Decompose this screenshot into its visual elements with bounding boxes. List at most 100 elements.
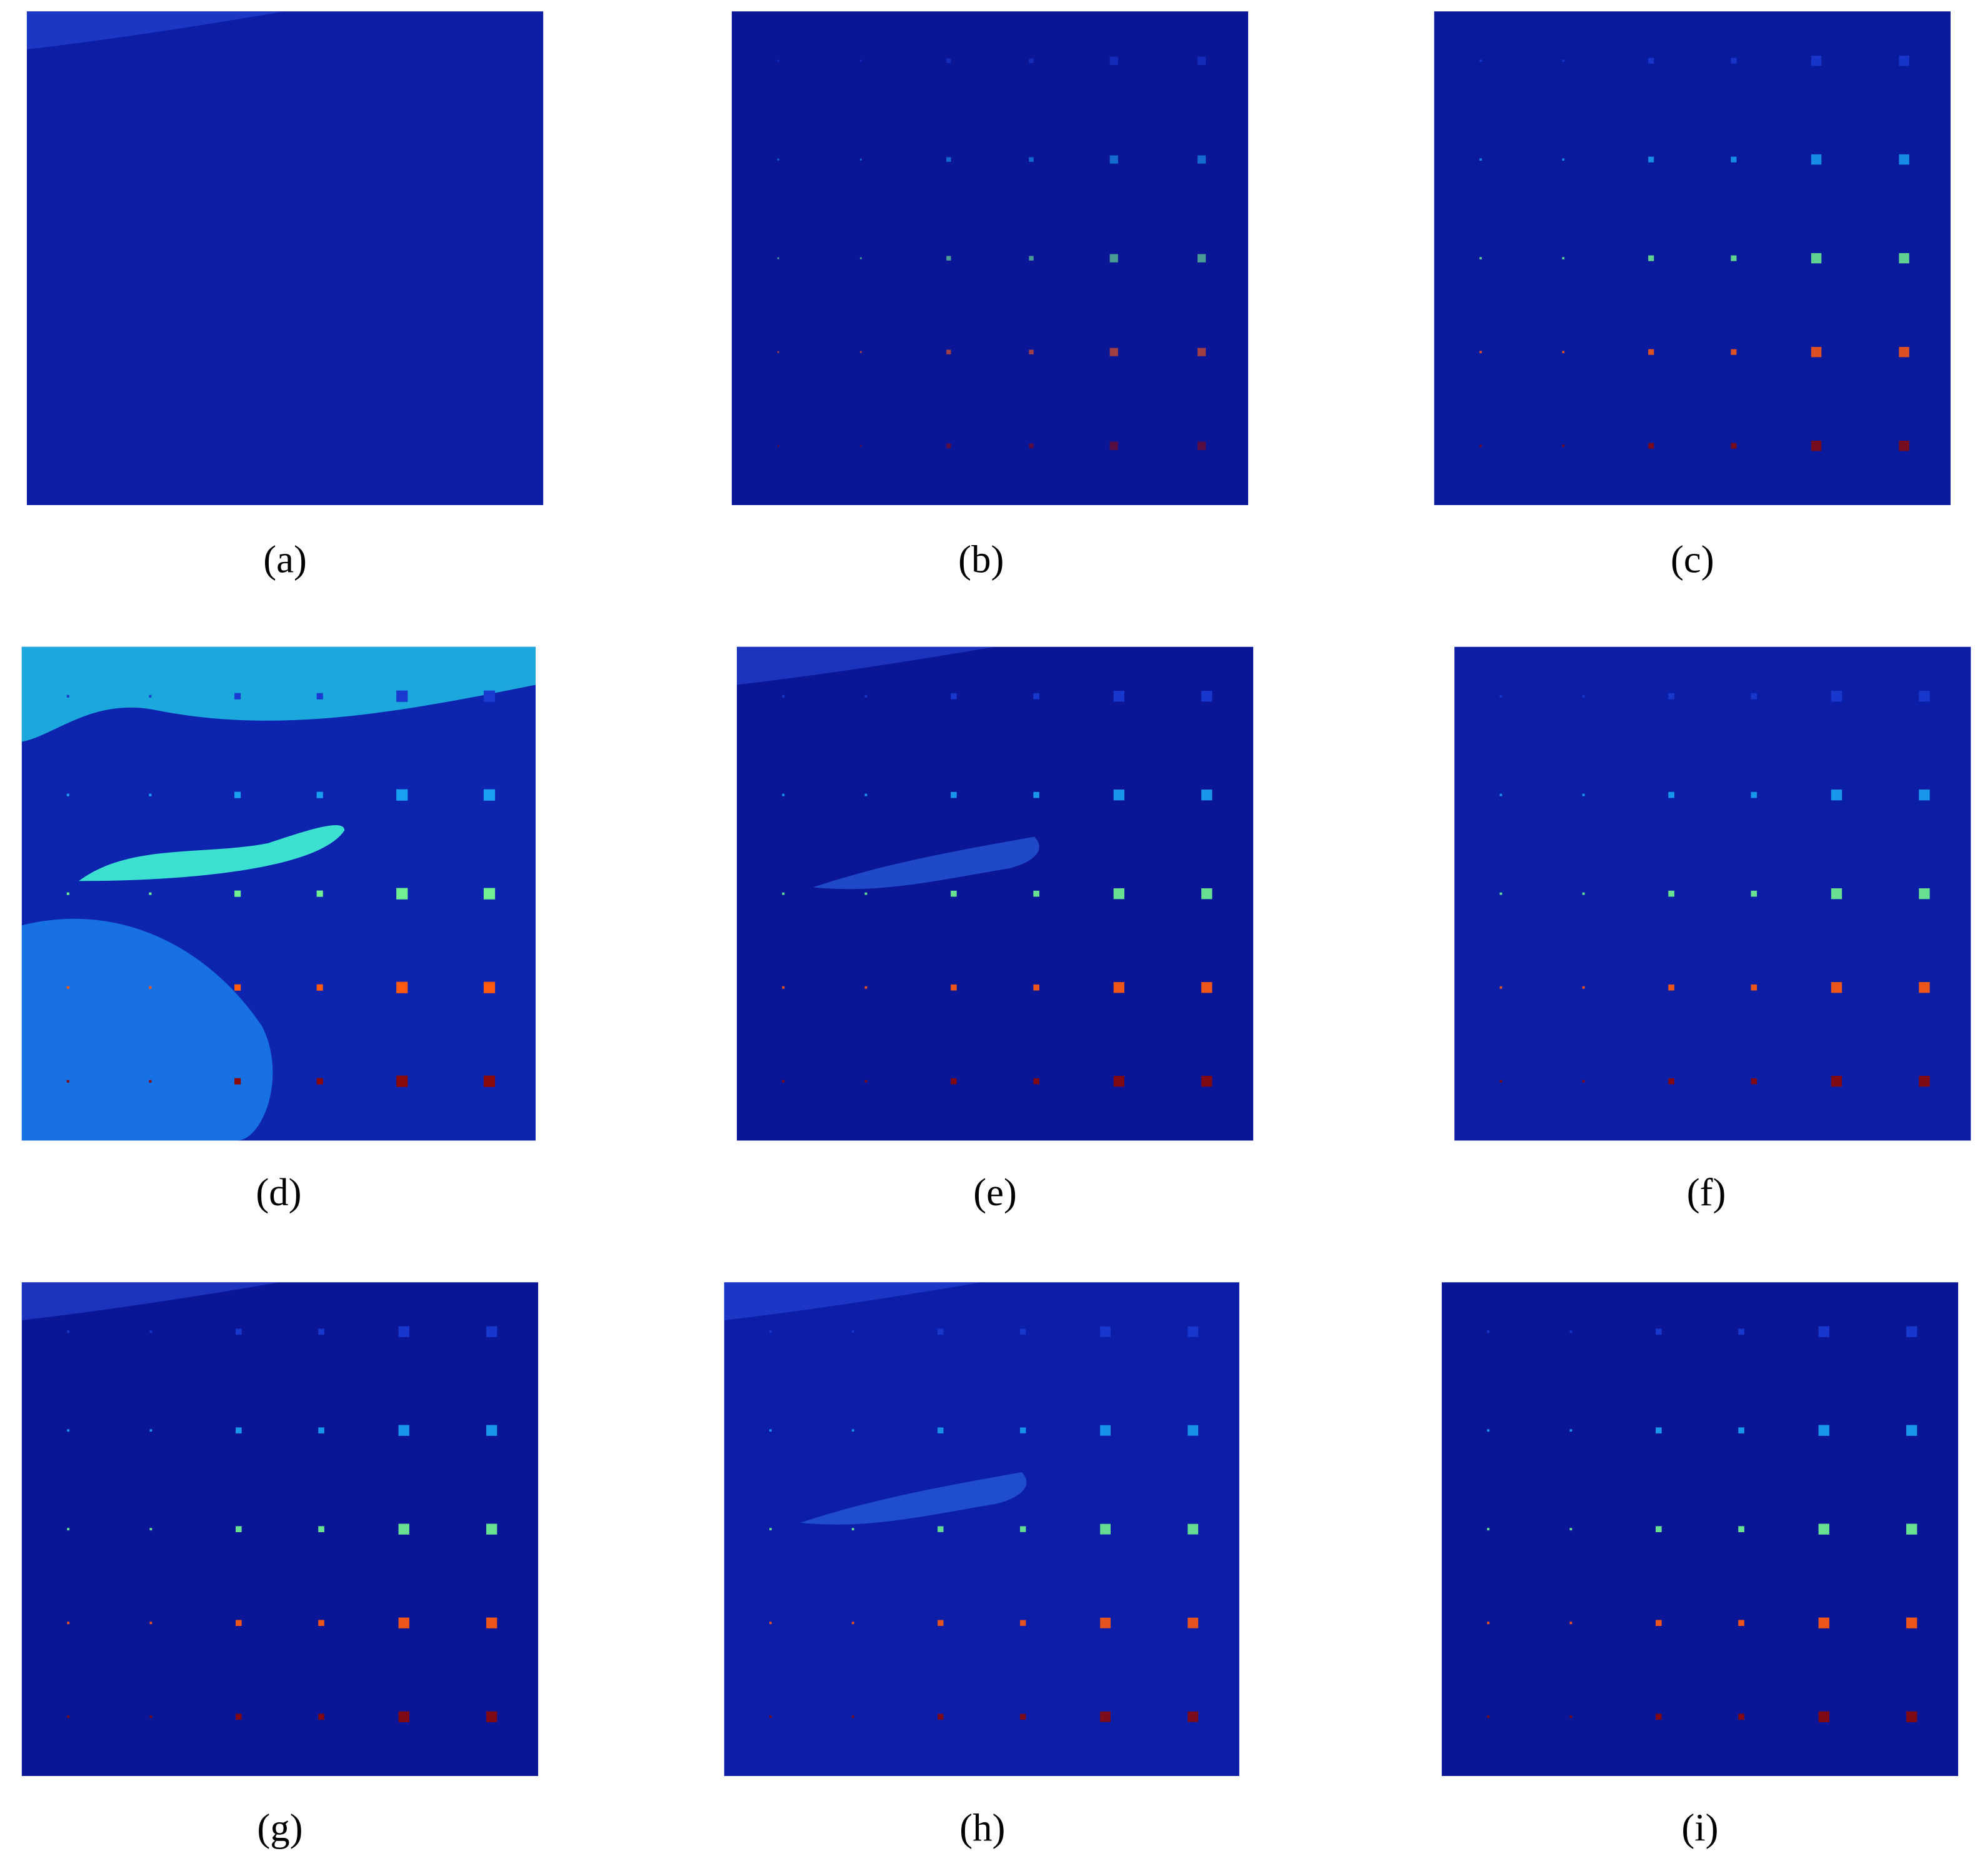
- target-dot: [851, 1330, 854, 1333]
- target-dot: [1033, 1078, 1039, 1085]
- target-dot: [486, 1425, 498, 1436]
- target-dot: [1569, 1429, 1572, 1432]
- target-dot: [1656, 1427, 1662, 1434]
- target-dot: [1487, 1622, 1490, 1625]
- target-dot: [777, 257, 779, 259]
- target-dot: [1831, 1076, 1842, 1087]
- target-dot: [1656, 1620, 1662, 1627]
- target-dot: [1738, 1526, 1744, 1532]
- region: [26, 11, 286, 49]
- target-dot: [1811, 440, 1822, 451]
- target-dot: [938, 1526, 944, 1532]
- target-dot: [851, 1528, 854, 1531]
- region: [21, 918, 273, 1141]
- target-dot: [483, 690, 496, 702]
- region: [21, 646, 536, 742]
- panel-image: [1434, 11, 1951, 505]
- target-dot: [1731, 443, 1737, 449]
- target-dot: [938, 1427, 944, 1433]
- target-dot: [946, 256, 951, 261]
- target-dot: [1818, 1326, 1829, 1337]
- target-dot: [1487, 1528, 1490, 1531]
- target-dot: [777, 158, 779, 161]
- target-dot: [234, 693, 241, 700]
- target-dot: [67, 1330, 70, 1333]
- target-dot: [951, 693, 957, 700]
- target-dot: [1201, 691, 1212, 702]
- target-dot: [782, 986, 785, 989]
- target-dot: [777, 444, 779, 447]
- panel: [26, 11, 544, 505]
- target-dot: [1562, 444, 1565, 448]
- target-dot: [396, 888, 408, 900]
- target-dot: [1029, 256, 1034, 261]
- target-dot: [1188, 1711, 1199, 1722]
- target-dot: [1899, 346, 1909, 358]
- target-dot: [1569, 1528, 1572, 1531]
- panel-label: (i): [1681, 1806, 1718, 1850]
- target-dot: [951, 984, 957, 991]
- target-dot: [236, 1620, 242, 1627]
- panel-image: [1441, 1282, 1959, 1777]
- target-dot: [1499, 695, 1502, 698]
- target-dot: [1113, 790, 1124, 801]
- target-dot: [1582, 892, 1585, 895]
- target-dot: [1020, 1526, 1026, 1532]
- target-dot: [1919, 1076, 1930, 1087]
- target-dot: [149, 892, 152, 895]
- target-dot: [1731, 255, 1737, 261]
- target-dot: [1818, 1617, 1829, 1628]
- target-dot: [1899, 440, 1909, 451]
- target-dot: [1198, 348, 1206, 356]
- target-dot: [1648, 349, 1654, 355]
- target-dot: [1906, 1523, 1918, 1535]
- target-dot: [1198, 56, 1206, 65]
- target-dot: [1648, 58, 1654, 64]
- panel-label: (c): [1671, 538, 1714, 581]
- region: [78, 825, 345, 881]
- target-dot: [1188, 1326, 1199, 1337]
- target-dot: [938, 1713, 944, 1720]
- target-dot: [316, 984, 323, 991]
- target-dot: [1562, 351, 1565, 353]
- panel-label: (h): [959, 1806, 1005, 1850]
- target-dot: [864, 892, 868, 895]
- panel-image: [731, 11, 1249, 505]
- target-dot: [1811, 55, 1822, 66]
- target-dot: [1811, 346, 1822, 358]
- target-dot: [1109, 155, 1118, 164]
- target-dot: [1499, 1080, 1502, 1083]
- target-dot: [1033, 984, 1039, 991]
- target-dot: [486, 1523, 498, 1535]
- target-dot: [1033, 890, 1039, 897]
- target-dot: [67, 1528, 70, 1531]
- target-dot: [859, 59, 862, 62]
- target-dot: [1100, 1425, 1111, 1436]
- target-dot: [782, 793, 785, 796]
- target-dot: [1751, 890, 1758, 897]
- target-dot: [234, 890, 241, 897]
- target-dot: [938, 1620, 944, 1626]
- panel: [1441, 1282, 1959, 1777]
- target-dot: [318, 1427, 324, 1434]
- target-dot: [1499, 892, 1502, 895]
- target-dot: [1109, 441, 1118, 450]
- target-dot: [782, 892, 785, 895]
- target-dot: [236, 1427, 242, 1434]
- target-dot: [483, 981, 496, 993]
- target-dot: [1033, 693, 1039, 700]
- target-dot: [149, 1429, 152, 1432]
- target-dot: [1731, 58, 1737, 64]
- panel: [1434, 11, 1951, 505]
- target-dot: [1562, 59, 1565, 63]
- target-dot: [398, 1617, 409, 1628]
- target-dot: [951, 1078, 957, 1085]
- target-dot: [1201, 1076, 1212, 1087]
- region: [812, 836, 1039, 890]
- target-dot: [859, 351, 862, 353]
- target-dot: [486, 1326, 498, 1337]
- region: [21, 1282, 280, 1321]
- target-dot: [149, 1330, 152, 1333]
